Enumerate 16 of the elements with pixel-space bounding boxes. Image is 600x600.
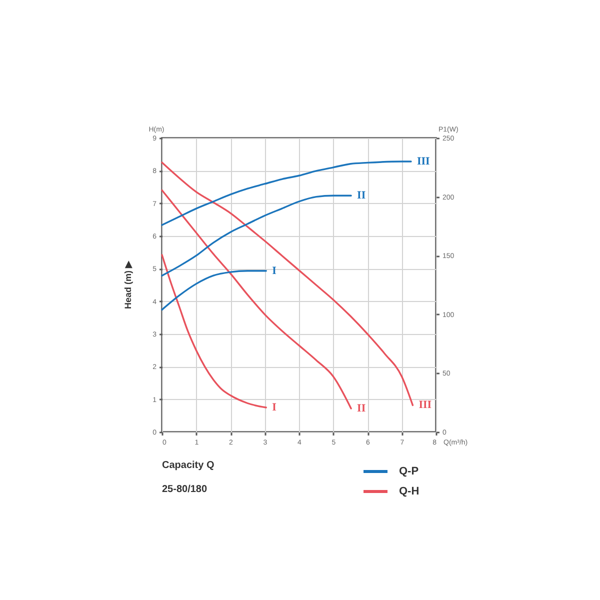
- text: Capacity Q: [162, 460, 214, 471]
- text: Head (m) ▶: [123, 260, 133, 310]
- annotation: I: [272, 264, 276, 277]
- annotation: III: [416, 156, 430, 168]
- legend-label: Q-P: [399, 466, 419, 478]
- legend-label: Q-H: [399, 486, 420, 498]
- annotation: III: [418, 399, 432, 412]
- line-series: [161, 194, 352, 276]
- annotation: II: [357, 402, 366, 414]
- line-series: [161, 270, 267, 311]
- line-series: [161, 254, 267, 408]
- annotation: II: [357, 190, 366, 202]
- line-series: [161, 189, 352, 410]
- annotation: I: [272, 402, 276, 414]
- text: 25-80/180: [162, 484, 208, 495]
- line-series: [161, 160, 412, 226]
